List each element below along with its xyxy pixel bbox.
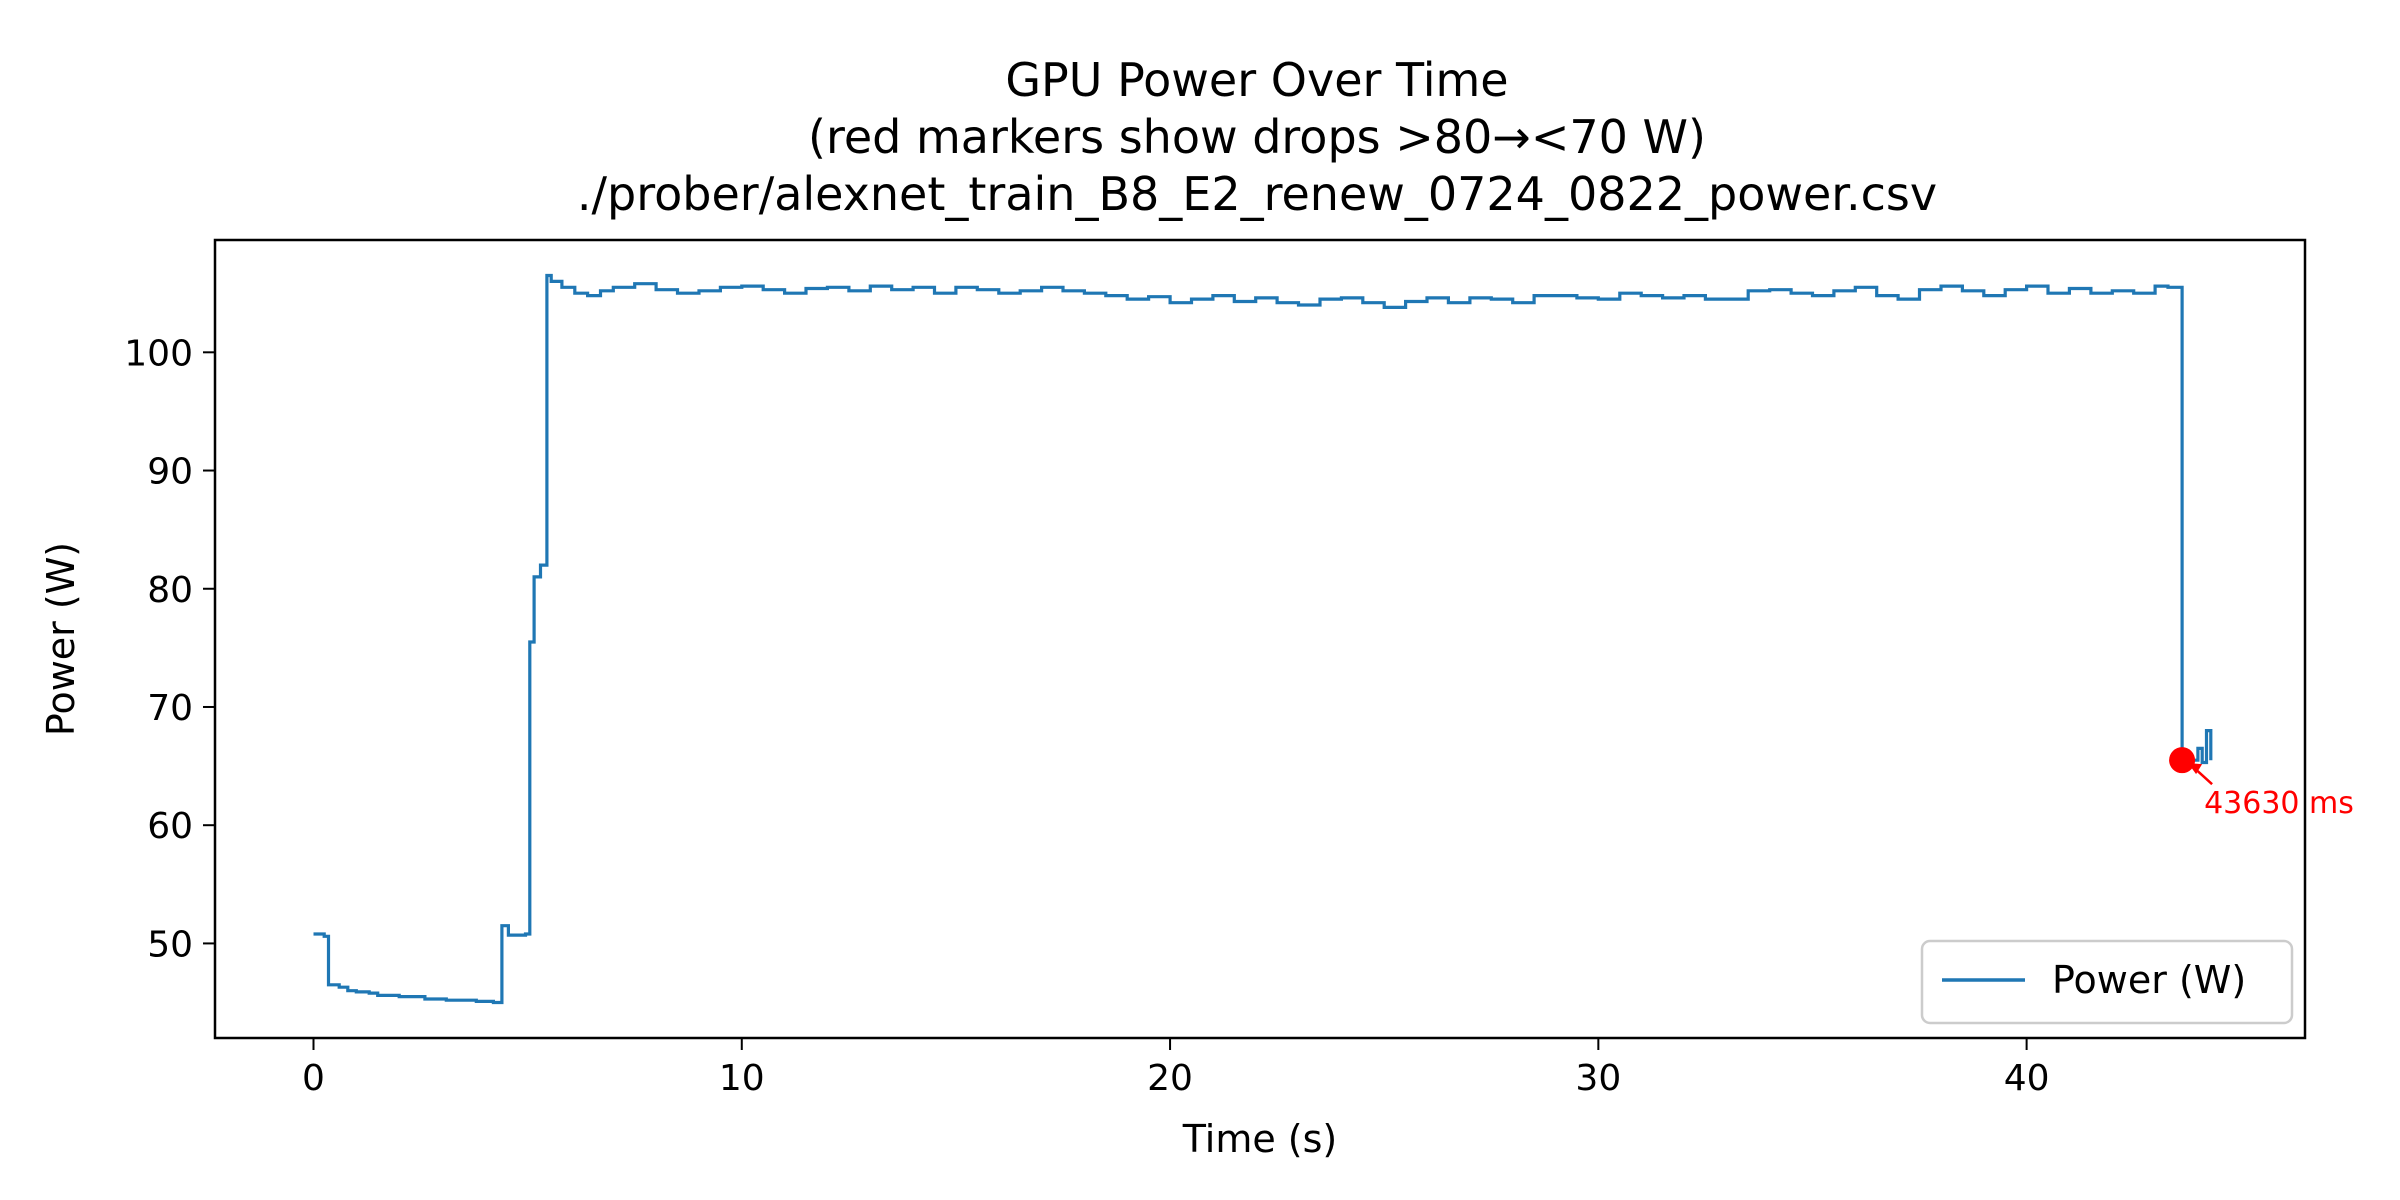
x-tick-label: 20 — [1147, 1058, 1193, 1099]
x-axis-label: Time (s) — [1182, 1117, 1338, 1161]
x-tick-label: 0 — [302, 1058, 325, 1099]
x-tick-label: 10 — [719, 1058, 765, 1099]
drop-marker — [2169, 747, 2196, 774]
marker-annotation-label: 43630 ms — [2204, 786, 2354, 821]
chart-title-line-3: ./prober/alexnet_train_B8_E2_renew_0724_… — [577, 167, 1937, 221]
legend-label-power: Power (W) — [2052, 958, 2246, 1002]
chart-title-line-1: GPU Power Over Time — [1005, 53, 1508, 107]
series-layer — [313, 273, 2213, 1005]
marker-layer: 43630 ms — [2169, 747, 2354, 821]
y-axis-label: Power (W) — [39, 542, 83, 736]
chart-title-line-2: (red markers show drops >80→<70 W) — [808, 110, 1706, 164]
x-tick-label: 40 — [2004, 1058, 2050, 1099]
y-tick-label: 80 — [147, 570, 193, 611]
marker-arrowhead — [2188, 763, 2203, 775]
series-line-power — [313, 273, 2213, 1005]
y-tick-label: 60 — [147, 806, 193, 847]
y-tick-label: 50 — [147, 924, 193, 965]
x-tick-label: 30 — [1575, 1058, 1621, 1099]
chart-title: GPU Power Over Time (red markers show dr… — [577, 53, 1937, 221]
y-tick-label: 100 — [124, 333, 193, 374]
legend: Power (W) — [1920, 939, 2294, 1025]
y-tick-label: 70 — [147, 688, 193, 729]
plot-frame — [213, 238, 2307, 1040]
axis-ticks: 0 10 20 30 40 50 60 70 80 90 100 — [124, 333, 2049, 1099]
y-tick-label: 90 — [147, 452, 193, 493]
legend-box — [1920, 939, 2294, 1025]
